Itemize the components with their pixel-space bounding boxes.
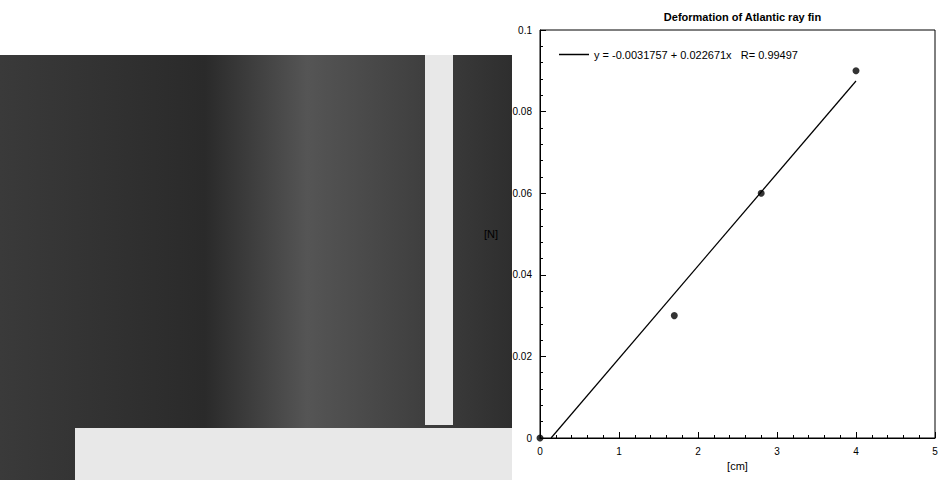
svg-text:0.06: 0.06 (513, 188, 533, 199)
svg-text:[cm]: [cm] (727, 460, 748, 472)
svg-text:0.04: 0.04 (513, 269, 533, 280)
svg-text:[N]: [N] (484, 228, 498, 240)
svg-text:0.02: 0.02 (513, 351, 533, 362)
svg-text:2: 2 (695, 446, 701, 457)
svg-text:y = -0.0031757 + 0.022671x R: y = -0.0031757 + 0.022671x R= 0.99497 (594, 49, 798, 61)
svg-text:5: 5 (932, 446, 938, 457)
svg-text:Deformation of Atlantic ray fi: Deformation of Atlantic ray fin (664, 11, 822, 23)
svg-text:4: 4 (853, 446, 859, 457)
svg-text:0: 0 (537, 446, 543, 457)
svg-text:0.1: 0.1 (518, 25, 532, 36)
svg-text:3: 3 (774, 446, 780, 457)
svg-text:0.08: 0.08 (513, 106, 533, 117)
svg-text:1: 1 (616, 446, 622, 457)
svg-text:0: 0 (526, 433, 532, 444)
